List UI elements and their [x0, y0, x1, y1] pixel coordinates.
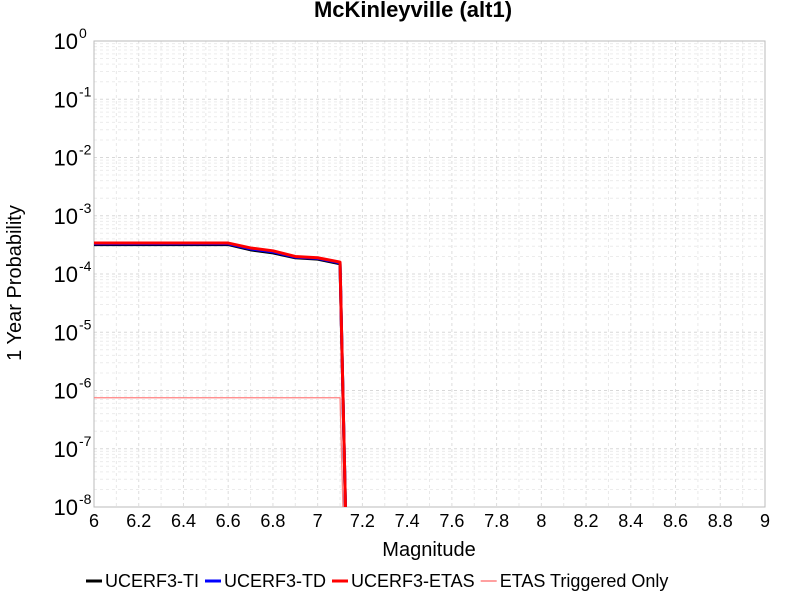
series-line-ucerf3-etas: [94, 241, 347, 507]
x-tick-label: 8.6: [663, 511, 688, 531]
x-tick-label: 6.6: [216, 511, 241, 531]
x-tick-label: 7: [313, 511, 323, 531]
x-tick-label: 8.4: [618, 511, 643, 531]
y-tick-exponent: -5: [79, 316, 92, 332]
x-tick-label: 6: [89, 511, 99, 531]
y-tick-exponent: -8: [79, 491, 92, 507]
y-tick-exponent: -2: [79, 142, 92, 158]
chart-title: McKinleyville (alt1): [314, 0, 512, 22]
y-tick-exponent: -1: [79, 83, 92, 99]
y-tick-label: 10: [54, 379, 78, 404]
y-tick-exponent: 0: [79, 25, 87, 41]
y-tick-label: 10: [54, 495, 78, 520]
x-tick-label: 8.2: [574, 511, 599, 531]
series-line-etas-triggered-only: [94, 397, 344, 507]
x-tick-label: 7.6: [439, 511, 464, 531]
y-tick-exponent: -3: [79, 200, 92, 216]
legend: UCERF3-TI UCERF3-TD UCERF3-ETAS ETAS Trigge…: [86, 571, 668, 591]
x-tick-labels: 6 6.2 6.4 6.6 6.8 7 7.2 7.4 7.6 7.8 8 8.2 8.4 8.6 8.8 9: [89, 511, 770, 531]
plot-area-frame: [93, 40, 766, 508]
x-tick-label: 6.4: [171, 511, 196, 531]
y-tick-exponent: -4: [79, 258, 92, 274]
x-tick-label: 7.8: [484, 511, 509, 531]
x-axis-label: Magnitude: [382, 539, 475, 561]
x-tick-label: 8.8: [708, 511, 733, 531]
legend-label: UCERF3-TD: [224, 571, 326, 591]
y-tick-label: 10: [54, 437, 78, 462]
x-tick-label: 7.4: [395, 511, 420, 531]
y-tick-label: 10: [54, 320, 78, 345]
y-axis-label: 1 Year Probability: [4, 205, 26, 361]
x-tick-label: 8: [536, 511, 546, 531]
y-tick-label: 10: [54, 204, 78, 229]
y-tick-label: 10: [54, 146, 78, 171]
grid: [93, 41, 766, 508]
legend-label: ETAS Triggered Only: [500, 571, 669, 591]
x-tick-label: 9: [760, 511, 770, 531]
legend-label: UCERF3-ETAS: [351, 571, 475, 591]
y-tick-exponent: -6: [79, 375, 92, 391]
x-tick-label: 7.2: [350, 511, 375, 531]
y-tick-label: 10: [54, 29, 78, 54]
y-tick-label: 10: [54, 87, 78, 112]
x-tick-label: 6.8: [260, 511, 285, 531]
legend-label: UCERF3-TI: [105, 571, 199, 591]
series-lines: [94, 241, 347, 507]
x-tick-label: 6.2: [126, 511, 151, 531]
y-tick-exponent: -7: [79, 433, 92, 449]
y-tick-label: 10: [54, 262, 78, 287]
